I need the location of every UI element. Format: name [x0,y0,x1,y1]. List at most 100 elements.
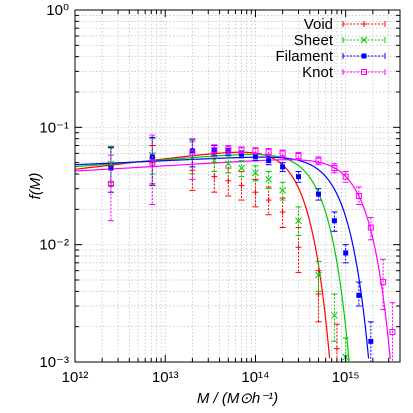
data-point [355,186,362,205]
marker-square [108,165,114,171]
point-marker [368,338,374,344]
point-marker [331,165,338,172]
data-point [315,156,322,166]
marker-square [343,250,349,256]
legend-marker [361,21,367,27]
marker-square [342,173,349,180]
point-marker [225,146,232,153]
point-marker [252,169,259,177]
data-point [279,197,286,229]
marker-square [265,148,272,155]
data-point [265,148,272,156]
data-point [252,147,259,155]
point-marker [224,160,232,168]
y-tick-label: 10⁻³ [39,354,69,371]
point-marker [342,173,349,180]
y-tick-label: 10⁰ [46,2,69,19]
point-marker [279,150,286,157]
point-marker [331,311,338,319]
point-marker [252,189,259,196]
point-marker [279,208,286,215]
point-marker [296,174,302,180]
point-marker [149,159,156,166]
data-point [225,167,232,197]
data-point [238,160,245,178]
point-marker [225,177,232,184]
point-marker [367,224,374,231]
marker-square [356,292,362,298]
legend-label: Void [304,16,333,33]
marker-square [331,218,337,224]
data-point [211,144,218,158]
marker-square [225,146,232,153]
model-curve-void [74,151,331,359]
data-point [295,171,302,183]
point-marker [331,218,337,224]
marker-square [361,53,367,59]
marker-square [296,174,302,180]
marker-square [361,69,367,75]
marker-stroke [295,217,302,225]
data-point [342,171,349,183]
x-tick-label: 10¹⁵ [332,369,360,386]
point-marker [295,244,302,251]
point-marker [238,151,244,157]
point-marker [355,192,362,199]
point-marker [316,191,322,197]
point-marker [315,290,322,297]
legend-item-filament: Filament [275,48,386,65]
marker-stroke [360,36,368,44]
point-marker [333,345,340,352]
data-point [367,217,374,241]
point-marker [238,182,245,189]
marker-square [238,151,244,157]
marker-square [107,180,114,187]
point-marker [343,250,349,256]
data-point [355,281,362,307]
grid [74,9,401,363]
point-marker [189,150,196,157]
series-sheet [107,138,350,362]
data-point [315,188,322,201]
marker-square [211,147,218,154]
point-marker [356,292,362,298]
data-point [380,258,387,311]
model-curves [74,151,391,362]
x-tick-label: 10¹⁴ [241,369,269,386]
data-point [295,206,302,236]
data-point [149,134,156,205]
marker-square [380,279,387,286]
legend-label: Knot [302,64,334,81]
point-marker [279,187,286,194]
series-knot [107,134,396,362]
marker-stroke [315,271,322,279]
y-axis-label: f(M) [27,173,44,200]
marker-square [316,191,322,197]
model-curve-knot [74,159,391,360]
legend-label: Filament [275,48,333,65]
data-point [238,146,245,154]
y-tick-label: 10⁻² [39,237,69,254]
data-point [265,171,272,190]
marker-square [238,147,245,154]
legend-item-knot: Knot [302,64,386,81]
marker-square [280,164,286,170]
y-tick-label: 10⁻¹ [39,119,69,136]
data-point [315,260,322,292]
data-point [279,149,286,158]
marker-square [252,154,258,160]
data-point [107,154,114,222]
marker-square [252,147,259,154]
marker-square [367,224,374,231]
marker-square [149,159,156,166]
plot-frame [74,9,401,363]
legend-marker [361,69,367,75]
point-marker [315,271,322,279]
data-point [279,181,286,201]
marker-stroke [238,164,245,172]
data-point [367,321,374,362]
point-marker [252,147,259,154]
marker-stroke [252,169,259,177]
